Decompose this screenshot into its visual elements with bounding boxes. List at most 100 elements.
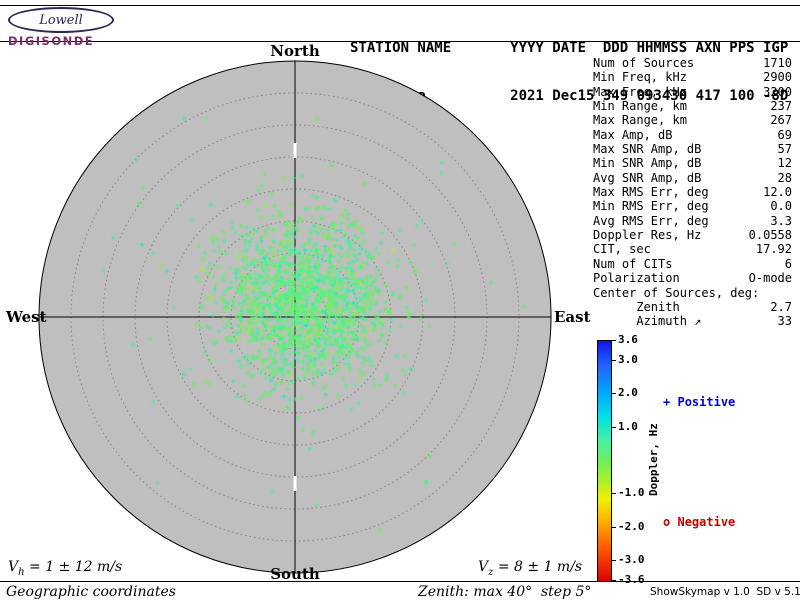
legend-positive: + Positive [663, 395, 735, 409]
colorbar-tick-mark [612, 340, 616, 341]
logo-lowell-text: Lowell [39, 12, 83, 28]
vz-var: V [478, 559, 489, 575]
colorbar-tick-label: -3.6 [618, 573, 645, 586]
vh-value: = 1 ± 12 m/s [24, 559, 123, 575]
colorbar-tick-mark [612, 426, 616, 428]
colorbar-gradient [597, 340, 612, 582]
stat-row: Max Amp, dB 69 [593, 128, 792, 142]
stat-value: 69 [777, 127, 792, 142]
stat-value: 237 [770, 99, 792, 114]
skymap-plot [38, 60, 552, 574]
stat-value: 267 [770, 113, 792, 128]
logo-digisonde-text: DIGISONDE [8, 34, 95, 48]
colorbar-tick-mark [612, 580, 616, 581]
stat-label: Num of Sources [593, 56, 695, 70]
colorbar-tick-label: 3.6 [618, 333, 638, 346]
header-rule [0, 41, 800, 42]
zenith-range-note: Zenith: max 40° step 5° [418, 584, 592, 600]
legend-negative: o Negative [663, 515, 735, 529]
stat-value: 2.7 [770, 299, 792, 314]
stat-label: Max SNR Amp, dB [593, 142, 702, 157]
skymap-points-layer [38, 60, 552, 574]
compass-north-label: North [270, 42, 320, 60]
colorbar-tick-label: -1.0 [618, 486, 645, 500]
stat-row: Avg RMS Err, deg 3.3 [593, 214, 792, 228]
stat-row: CIT, sec 17.92 [593, 242, 792, 256]
vh-var: V [8, 559, 19, 575]
colorbar-tick-mark [612, 493, 616, 495]
stat-label: Max RMS Err, deg [593, 185, 709, 200]
stat-row: Zenith 2.7 [593, 300, 792, 314]
software-version: ShowSkymap v 1.0 SD v 5.1 [650, 586, 800, 598]
stat-value: 0.0558 [748, 228, 792, 243]
stat-label: Min Freq, kHz [593, 70, 687, 85]
stat-label: Center of Sources, deg: [593, 285, 760, 300]
vz-value: = 8 ± 1 m/s [493, 559, 583, 575]
colorbar-tick-label: 2.0 [618, 386, 638, 400]
stat-value: 3.3 [770, 213, 792, 228]
stats-panel: Num of Sources 1710 Min Freq, kHz 2900 Max F… [593, 56, 792, 329]
vz-sub: z [488, 566, 494, 578]
compass-east-label: East [554, 308, 591, 326]
plus-symbol-icon: + [663, 395, 671, 409]
stat-label: CIT, sec [593, 242, 651, 257]
stat-value: 3200 [763, 84, 792, 99]
stat-value: 57 [777, 142, 792, 157]
stat-row: Max SNR Amp, dB 57 [593, 142, 792, 156]
stat-label: Polarization [593, 271, 680, 286]
stat-label: Max Range, km [593, 113, 687, 128]
digisonde-logo: Lowell DIGISONDE [8, 7, 138, 48]
compass-west-label: West [6, 308, 47, 326]
coordinate-system-label: Geographic coordinates [6, 584, 176, 600]
colorbar-axis-label: Doppler, Hz [647, 423, 660, 497]
stat-label: Max Amp, dB [593, 127, 673, 142]
stat-value: 0.0 [770, 199, 792, 214]
stat-value: 28 [777, 170, 792, 185]
stat-value: 1710 [763, 56, 792, 70]
stat-label: Min SNR Amp, dB [593, 156, 702, 171]
stat-row: Max RMS Err, deg 12.0 [593, 185, 792, 199]
stat-value: 12 [777, 156, 792, 171]
colorbar-tick-label: 1.0 [618, 419, 638, 433]
colorbar-tick-mark [612, 526, 616, 528]
colorbar-tick-label: -2.0 [618, 519, 645, 533]
vh-sub: h [18, 566, 25, 578]
circle-symbol-icon: o [663, 515, 671, 529]
stat-row: Polarization O-mode [593, 271, 792, 285]
stat-value: 12.0 [763, 185, 792, 200]
colorbar-tick-label: 3.0 [618, 353, 638, 366]
colorbar-tick-mark [612, 560, 616, 561]
stat-label: Max Freq, kHz [593, 84, 687, 99]
horizontal-velocity: Vh = 1 ± 12 m/s [8, 559, 122, 578]
legend-positive-label: Positive [677, 395, 736, 409]
compass-south-label: South [270, 565, 320, 583]
stat-row: Min Range, km 237 [593, 99, 792, 113]
top-rule [0, 5, 800, 6]
stat-label: Num of CITs [593, 256, 673, 271]
stat-label: Min RMS Err, deg [593, 199, 709, 214]
stat-label: Avg SNR Amp, dB [593, 170, 702, 185]
legend-negative-label: Negative [677, 515, 736, 529]
stat-row: Min RMS Err, deg 0.0 [593, 199, 792, 213]
lowell-logo-oval: Lowell [8, 7, 114, 33]
stat-row: Azimuth ↗ 33 [593, 314, 792, 328]
stat-label: Avg RMS Err, deg [593, 213, 709, 228]
vertical-velocity: Vz = 8 ± 1 m/s [478, 559, 582, 578]
stat-row: Min Freq, kHz 2900 [593, 70, 792, 84]
stat-row: Doppler Res, Hz 0.0558 [593, 228, 792, 242]
stat-row: Min SNR Amp, dB 12 [593, 156, 792, 170]
stat-label: Azimuth ↗ [593, 314, 702, 329]
stat-row: Num of CITs 6 [593, 257, 792, 271]
station-header-labels: STATION NAME YYYY DATE DDD HHMMSS AXN PP… [350, 40, 789, 56]
stat-value: 33 [777, 314, 792, 329]
stat-row: Num of Sources 1710 [593, 56, 792, 70]
stat-row: Avg SNR Amp, dB 28 [593, 171, 792, 185]
colorbar-tick-label: -3.0 [618, 553, 645, 566]
colorbar-tick-mark [612, 360, 616, 361]
colorbar-tick-mark [612, 393, 616, 395]
stat-value: O-mode [748, 271, 792, 286]
stat-label: Min Range, km [593, 99, 687, 114]
bottom-rule [0, 581, 800, 582]
colorbar: 3.6 3.0 2.0 1.0 -1.0 -2.0 -3.0 -3.6 Doppler, Hz [597, 333, 727, 586]
